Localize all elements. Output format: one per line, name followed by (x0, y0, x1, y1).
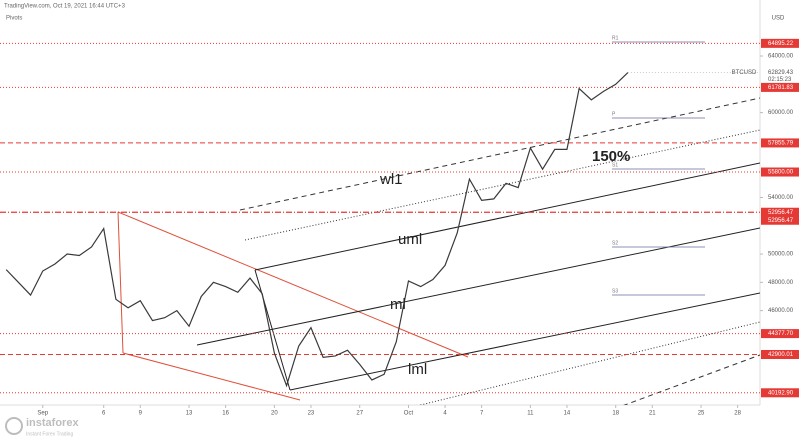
levels (0, 42, 760, 394)
countdown: 02:15:23 (768, 77, 792, 83)
series (5, 72, 629, 388)
fork-lower (289, 292, 760, 391)
pivot-label: R1 (612, 35, 619, 41)
fork-upper (254, 162, 760, 271)
level-label: 52956.47 (768, 218, 794, 224)
x-tick-label: 21 (649, 411, 656, 417)
price-line (5, 72, 629, 388)
level-label: 64895.22 (768, 41, 794, 47)
wedge-side (117, 211, 124, 354)
y-tick-label: 48000.00 (768, 280, 794, 286)
y-tick-label: 60000.00 (768, 110, 794, 116)
y-tick-label: 46000.00 (768, 308, 794, 314)
level-label-bg (761, 167, 799, 177)
annotation-uml: uml (398, 231, 422, 248)
level-label-bg (761, 207, 799, 217)
x-tick-label: 28 (734, 411, 741, 417)
last-price-label: 62829.43 (768, 70, 794, 76)
fork-handle (254, 269, 291, 391)
level-label: 57855.79 (768, 141, 794, 147)
level-label-bg (761, 38, 799, 48)
x-tick-label: 14 (564, 411, 571, 417)
wedge-upper (117, 211, 469, 358)
x-tick-label: 16 (222, 411, 229, 417)
drawings (117, 41, 760, 405)
warning-line-2 (244, 129, 760, 241)
level-label: 52956.47 (768, 210, 794, 216)
level-label: 44377.70 (768, 331, 794, 337)
level-label: 61781.83 (768, 85, 794, 91)
x-tick-label: 23 (308, 411, 315, 417)
indicator-name: Pivots (6, 16, 22, 22)
x-tick-label: 7 (480, 411, 484, 417)
annotation-ml: ml (390, 296, 406, 313)
watermark: instaforex Instant Forex Trading (5, 417, 79, 437)
watermark-logo (5, 417, 23, 435)
watermark-tagline: Instant Forex Trading (26, 431, 73, 437)
y-tick-label: 50000.00 (768, 252, 794, 258)
level-label: 40192.90 (768, 390, 794, 396)
fork-median (196, 227, 760, 346)
x-tick-label: Sep (37, 411, 48, 417)
series-name: BTCUSD (732, 70, 757, 76)
level-label: 55800.00 (768, 170, 794, 176)
annotation-wl1: wl1 (379, 171, 403, 188)
pivot-label: S1 (612, 162, 618, 168)
y-tick-label: 64000.00 (768, 54, 794, 60)
level-label-bg (761, 138, 799, 148)
x-tick-label: 9 (139, 411, 143, 417)
pivot-label: S3 (612, 288, 618, 294)
header-source: TradingView.com, Oct 19, 2021 16:44 UTC+… (4, 4, 126, 10)
x-tick-label: 20 (271, 411, 278, 417)
level-label: 42900.01 (768, 352, 794, 358)
x-tick-label: 27 (356, 411, 363, 417)
x-tick-label: 11 (527, 411, 534, 417)
pivot-label: S2 (612, 240, 618, 246)
watermark-brand: instaforex (26, 417, 79, 429)
x-tick-label: 25 (698, 411, 705, 417)
x-tick-label: Oct (404, 411, 414, 417)
x-tick-label: 13 (186, 411, 193, 417)
level-label-bg (761, 349, 799, 359)
x-tick-label: 18 (612, 411, 619, 417)
annotation-lml: lml (408, 361, 427, 378)
x-tick-label: 4 (443, 411, 447, 417)
level-label-bg (761, 215, 799, 225)
pivot-label: P (612, 111, 616, 117)
level-label-bg (761, 82, 799, 92)
annotation-150: 150% (592, 148, 630, 165)
level-label-bg (761, 329, 799, 339)
axis-unit: USD (772, 16, 785, 22)
y-tick-label: 54000.00 (768, 195, 794, 201)
x-tick-label: 6 (102, 411, 106, 417)
warning-line-1 (239, 97, 760, 211)
wedge-lower (122, 352, 301, 401)
level-label-bg (761, 388, 799, 398)
